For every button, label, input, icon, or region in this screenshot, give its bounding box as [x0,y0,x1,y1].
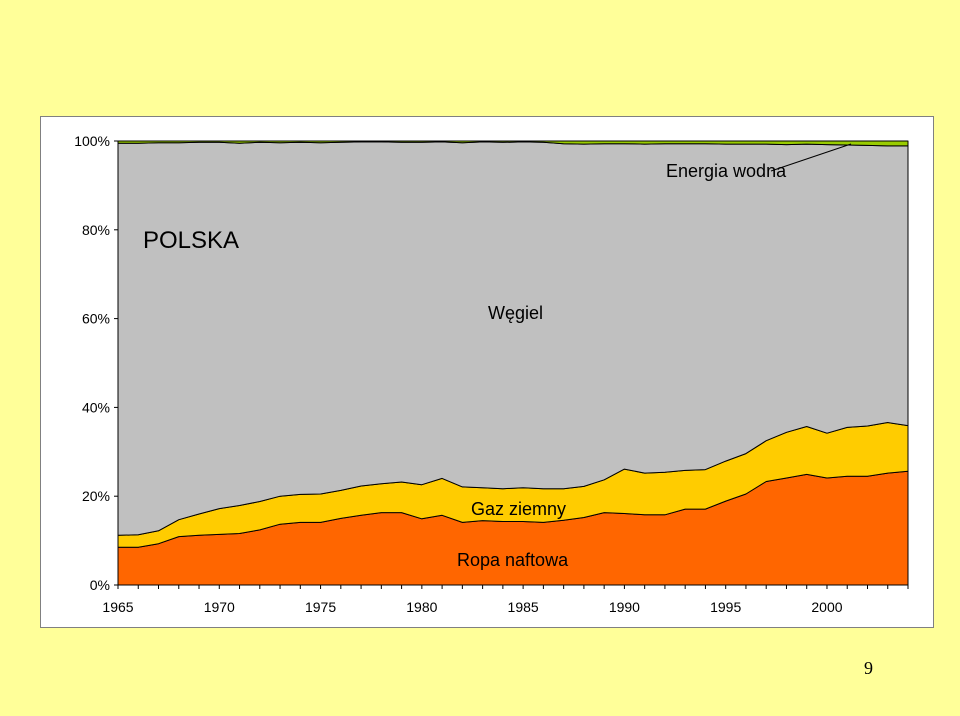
chart-svg: 0%20%40%60%80%100% 1965 1970 1975 1980 1985 1… [74,133,909,615]
x-tick-labels: 1965 1970 1975 1980 1985 1990 1995 2000 [102,585,909,615]
annotation-oil: Ropa naftowa [457,550,569,570]
annotation-hydro: Energia wodna [666,161,787,181]
chart-title: POLSKA [143,227,239,254]
x-tick-label: 1965 [102,599,133,615]
y-tick-label: 0% [90,577,110,593]
y-tick-labels: 0% 20% 40% 60% 80% 100% [74,133,118,593]
x-tick-label: 1980 [406,599,437,615]
annotation-coal: Węgiel [488,303,543,323]
x-tick-label: 2000 [811,599,842,615]
axes [117,141,908,586]
x-tick-label: 1995 [710,599,741,615]
x-tick-label: 1985 [508,599,539,615]
x-tick-label: 1970 [204,599,235,615]
y-tick-label: 20% [82,488,110,504]
annotation-hydro-pointer [770,143,852,172]
x-tick-label: 1990 [609,599,640,615]
annotation-gas: Gaz ziemny [471,499,566,519]
series-area-3 [117,140,909,147]
y-tick-label: 80% [82,222,110,238]
y-tick-label: 40% [82,399,110,415]
y-tick-label: 100% [74,133,110,149]
area-layers [117,140,909,586]
y-tick-label: 60% [82,311,110,327]
page-number: 9 [864,658,873,678]
x-tick-label: 1975 [305,599,336,615]
chart-frame: 0% 20% 40% 60% 80% 100% 1965 1970 1975 1980 1985 1… [40,116,934,628]
